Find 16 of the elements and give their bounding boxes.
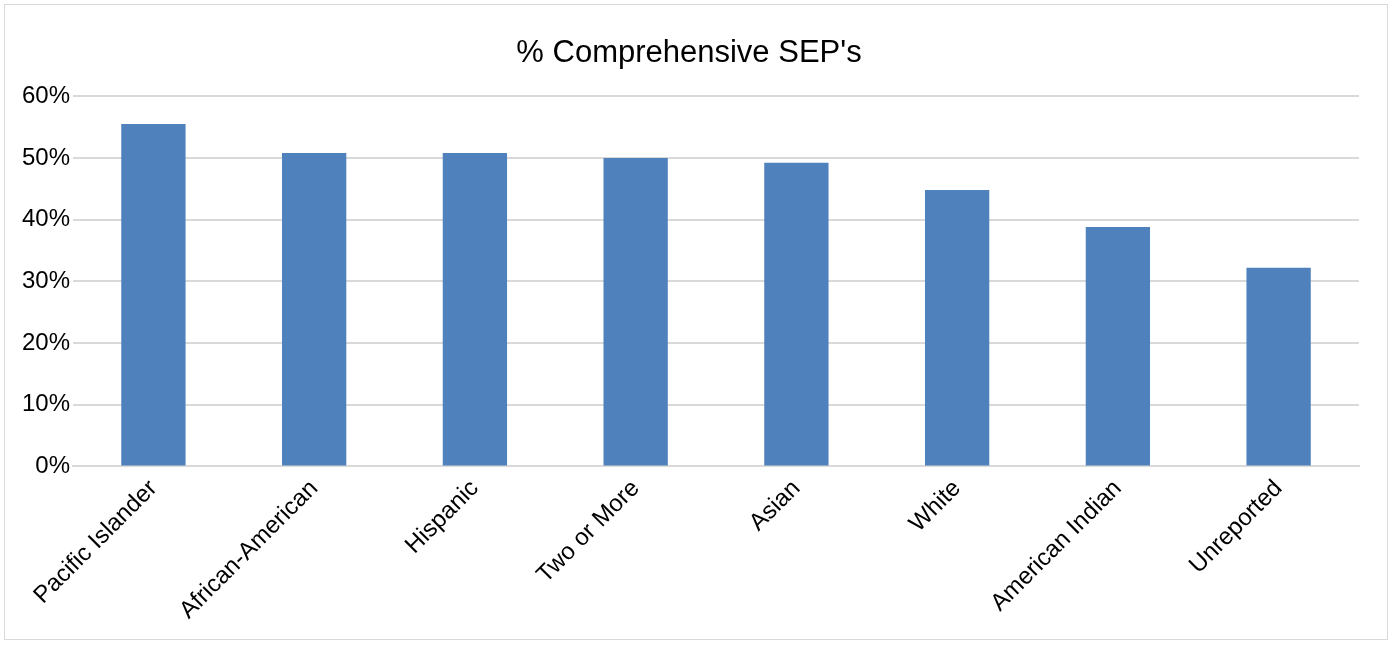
bar [1085,227,1151,466]
y-tick-label: 60% [21,80,71,108]
y-tick-label: 40% [21,204,71,232]
y-tick-label: 30% [21,265,71,293]
bar [121,123,186,466]
y-tick-label: 0% [35,451,71,479]
chart-title: % Comprehensive SEP's [516,34,862,70]
bar [764,162,829,466]
y-tick-label: 50% [21,142,71,170]
bar [282,152,347,466]
bar [1246,267,1311,466]
bar [924,190,990,466]
bar [603,157,668,466]
bar [442,152,508,466]
y-tick-label: 20% [21,327,71,355]
y-tick-label: 10% [21,389,71,417]
